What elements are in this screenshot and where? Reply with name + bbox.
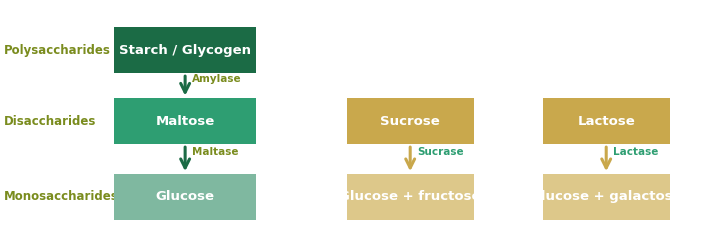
Text: Disaccharides: Disaccharides <box>4 115 96 128</box>
FancyBboxPatch shape <box>115 98 256 144</box>
Text: Glucose: Glucose <box>155 191 215 203</box>
Text: Polysaccharides: Polysaccharides <box>4 44 110 57</box>
Text: Lactase: Lactase <box>613 147 659 157</box>
Text: Amylase: Amylase <box>192 74 242 84</box>
Text: Glucose + fructose: Glucose + fructose <box>340 191 481 203</box>
Text: Sucrose: Sucrose <box>380 115 440 128</box>
Text: Monosaccharides: Monosaccharides <box>4 191 118 203</box>
Text: Glucose + galactose: Glucose + galactose <box>531 191 682 203</box>
FancyBboxPatch shape <box>115 27 256 73</box>
Text: Maltase: Maltase <box>192 147 239 157</box>
Text: Maltose: Maltose <box>155 115 215 128</box>
Text: Lactose: Lactose <box>577 115 635 128</box>
FancyBboxPatch shape <box>347 174 473 220</box>
FancyBboxPatch shape <box>347 98 473 144</box>
Text: Starch / Glycogen: Starch / Glycogen <box>119 44 251 57</box>
FancyBboxPatch shape <box>542 98 669 144</box>
Text: Sucrase: Sucrase <box>417 147 464 157</box>
FancyBboxPatch shape <box>542 174 669 220</box>
FancyBboxPatch shape <box>115 174 256 220</box>
